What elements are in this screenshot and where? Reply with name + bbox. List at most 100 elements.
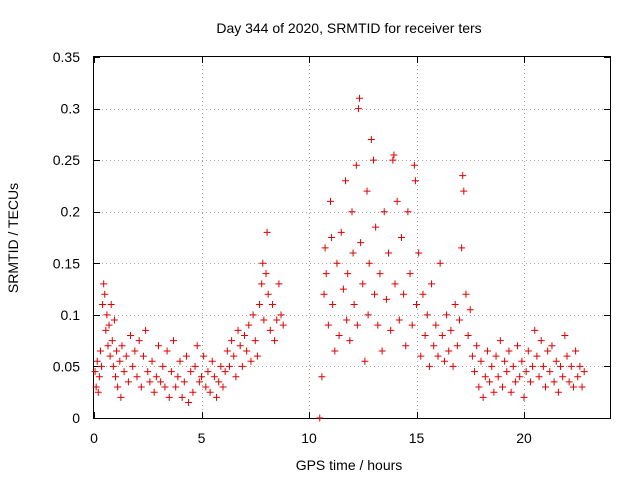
data-point bbox=[204, 368, 212, 376]
data-point bbox=[382, 295, 390, 303]
data-point bbox=[462, 290, 470, 298]
data-point bbox=[264, 290, 272, 298]
data-point bbox=[150, 388, 158, 396]
data-point bbox=[331, 347, 339, 355]
data-point bbox=[339, 285, 347, 293]
x-tick-label: 15 bbox=[409, 430, 425, 446]
data-point bbox=[389, 156, 397, 164]
data-point bbox=[165, 393, 173, 401]
data-point bbox=[572, 347, 580, 355]
data-point bbox=[95, 373, 103, 381]
y-tick-label: 0.25 bbox=[53, 152, 80, 168]
data-point bbox=[440, 357, 448, 365]
data-point bbox=[406, 270, 414, 278]
data-point bbox=[477, 357, 485, 365]
data-point bbox=[208, 357, 216, 365]
data-point bbox=[539, 362, 547, 370]
data-point bbox=[215, 378, 223, 386]
data-point bbox=[349, 249, 357, 257]
data-point bbox=[327, 197, 334, 205]
data-point bbox=[505, 347, 513, 355]
data-point bbox=[109, 362, 117, 370]
y-tick-label: 0.2 bbox=[61, 204, 81, 220]
data-point bbox=[251, 337, 259, 345]
data-point bbox=[363, 187, 371, 195]
data-point bbox=[185, 399, 193, 407]
data-point bbox=[105, 321, 113, 329]
data-point bbox=[552, 357, 560, 365]
data-point bbox=[117, 393, 125, 401]
data-point bbox=[137, 383, 145, 391]
data-point bbox=[559, 373, 567, 381]
y-tick-label: 0 bbox=[72, 410, 80, 426]
data-point bbox=[139, 352, 147, 360]
data-point bbox=[404, 208, 412, 216]
plot-frame bbox=[93, 56, 611, 419]
data-point bbox=[155, 342, 162, 350]
data-point bbox=[364, 311, 372, 319]
data-point bbox=[241, 331, 248, 339]
data-point bbox=[107, 301, 115, 309]
data-point bbox=[393, 197, 401, 205]
data-point bbox=[262, 270, 270, 278]
data-point bbox=[159, 362, 167, 370]
data-point bbox=[535, 373, 543, 381]
x-tick-label: 20 bbox=[516, 430, 532, 446]
data-point bbox=[390, 151, 398, 159]
data-point bbox=[96, 347, 104, 355]
data-point bbox=[546, 368, 554, 376]
data-point bbox=[430, 342, 438, 350]
data-point bbox=[122, 352, 130, 360]
data-point bbox=[531, 326, 539, 334]
data-point bbox=[103, 311, 111, 319]
data-point bbox=[174, 373, 182, 381]
data-point bbox=[234, 326, 242, 334]
data-point bbox=[367, 136, 375, 144]
data-point bbox=[499, 383, 506, 391]
data-point bbox=[410, 161, 418, 169]
data-point bbox=[108, 337, 116, 345]
data-point bbox=[344, 270, 352, 278]
data-point bbox=[129, 362, 137, 370]
data-point bbox=[548, 342, 556, 350]
data-point bbox=[200, 352, 208, 360]
data-point bbox=[92, 383, 100, 391]
data-point bbox=[102, 326, 110, 334]
grid bbox=[94, 57, 610, 418]
data-point bbox=[247, 357, 255, 365]
data-point bbox=[370, 156, 377, 164]
data-point bbox=[152, 373, 160, 381]
data-point bbox=[473, 342, 481, 350]
data-point bbox=[131, 347, 139, 355]
data-point bbox=[228, 337, 236, 345]
data-point bbox=[202, 383, 210, 391]
data-point bbox=[563, 352, 571, 360]
data-points bbox=[91, 94, 588, 422]
data-point bbox=[569, 383, 577, 391]
data-point bbox=[170, 337, 178, 345]
data-point bbox=[511, 378, 519, 386]
data-point bbox=[133, 373, 141, 381]
data-point bbox=[464, 331, 472, 339]
data-point bbox=[395, 316, 403, 324]
data-point bbox=[468, 352, 476, 360]
data-point bbox=[223, 347, 231, 355]
data-point bbox=[93, 357, 101, 365]
data-point bbox=[361, 357, 369, 365]
data-point bbox=[253, 352, 261, 360]
data-point bbox=[243, 347, 251, 355]
data-point bbox=[509, 362, 517, 370]
data-point bbox=[380, 208, 388, 216]
data-point bbox=[443, 311, 451, 319]
data-point bbox=[210, 373, 218, 381]
data-point bbox=[260, 316, 268, 324]
data-point bbox=[356, 94, 364, 102]
data-point bbox=[529, 362, 537, 370]
data-point bbox=[378, 347, 386, 355]
data-point bbox=[372, 223, 380, 231]
y-axis-label: SRMTID / TECUs bbox=[5, 183, 21, 293]
data-point bbox=[357, 239, 365, 247]
data-point bbox=[486, 378, 494, 386]
data-point bbox=[544, 347, 552, 355]
